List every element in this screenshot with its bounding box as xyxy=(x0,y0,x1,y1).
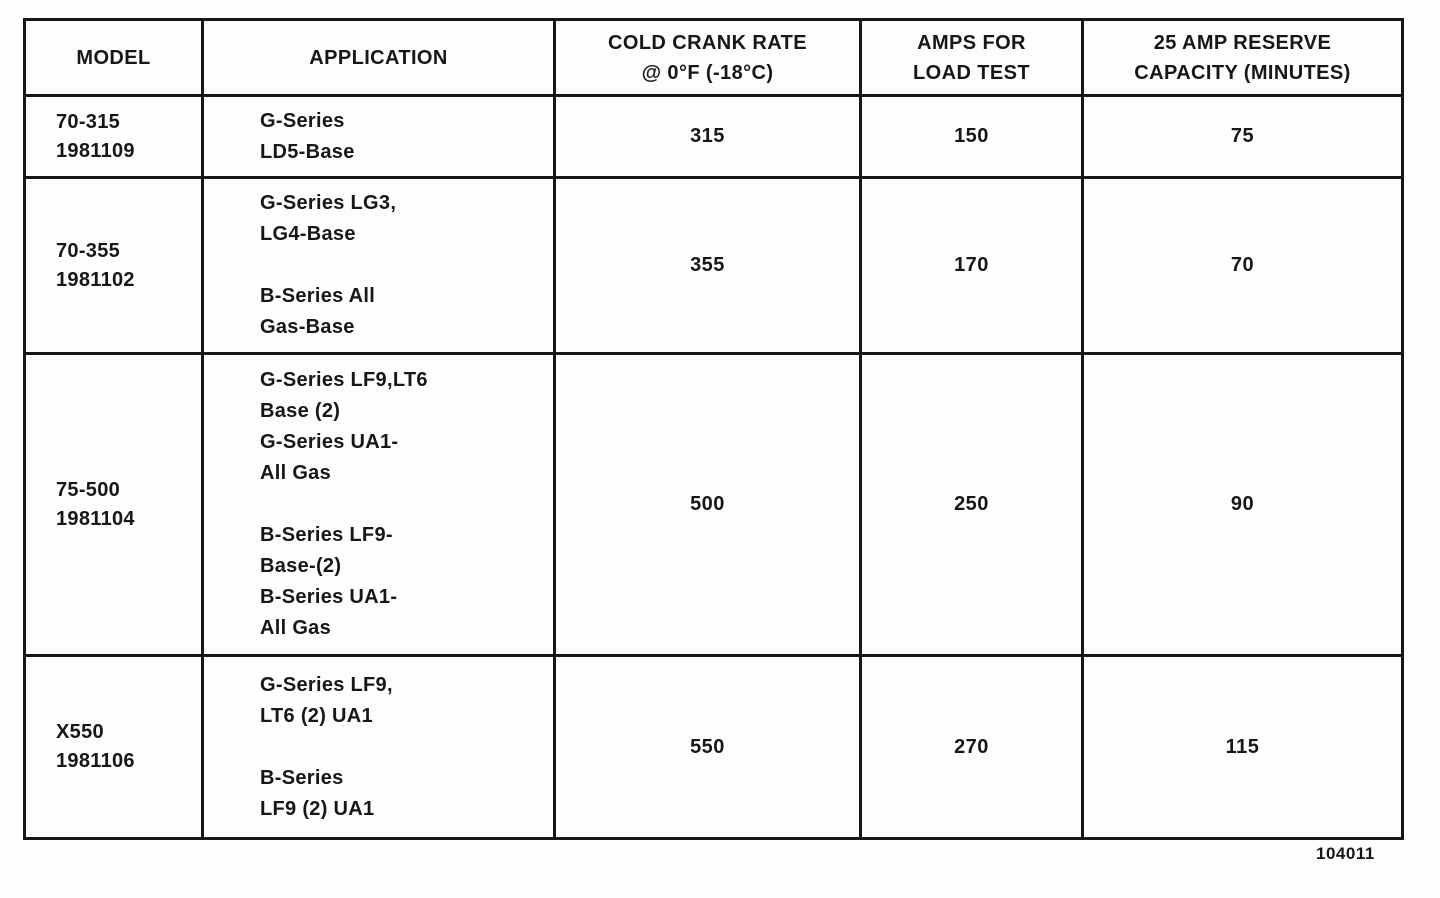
header-model: MODEL xyxy=(23,18,204,97)
application-cell: G-Series LD5-Base xyxy=(201,94,556,179)
reserve-capacity-cell: 90 xyxy=(1081,352,1404,657)
reserve-capacity-cell: 70 xyxy=(1081,176,1404,355)
cold-crank-rate-cell: 355 xyxy=(553,176,862,355)
reserve-capacity-cell: 115 xyxy=(1081,654,1404,840)
table-row: 75-500 1981104 G-Series LF9,LT6 Base (2)… xyxy=(23,352,1404,657)
application-cell: G-Series LF9,LT6 Base (2) G-Series UA1- … xyxy=(201,352,556,657)
model-cell: 70-355 1981102 xyxy=(23,176,204,355)
table-header-row: MODEL APPLICATION COLD CRANK RATE @ 0°F … xyxy=(23,18,1404,97)
application-cell: G-Series LF9, LT6 (2) UA1 B-Series LF9 (… xyxy=(201,654,556,840)
header-application: APPLICATION xyxy=(201,18,556,97)
header-cold-crank-rate: COLD CRANK RATE @ 0°F (-18°C) xyxy=(553,18,862,97)
amps-for-load-test-cell: 170 xyxy=(859,176,1084,355)
model-cell: 70-315 1981109 xyxy=(23,94,204,179)
header-amps-for-load-test: AMPS FOR LOAD TEST xyxy=(859,18,1084,97)
battery-spec-table: MODEL APPLICATION COLD CRANK RATE @ 0°F … xyxy=(23,18,1404,840)
model-cell: X550 1981106 xyxy=(23,654,204,840)
table-row: X550 1981106 G-Series LF9, LT6 (2) UA1 B… xyxy=(23,654,1404,840)
model-cell: 75-500 1981104 xyxy=(23,352,204,657)
amps-for-load-test-cell: 150 xyxy=(859,94,1084,179)
cold-crank-rate-cell: 500 xyxy=(553,352,862,657)
application-cell: G-Series LG3, LG4-Base B-Series All Gas-… xyxy=(201,176,556,355)
amps-for-load-test-cell: 270 xyxy=(859,654,1084,840)
header-reserve-capacity: 25 AMP RESERVE CAPACITY (MINUTES) xyxy=(1081,18,1404,97)
cold-crank-rate-cell: 550 xyxy=(553,654,862,840)
table-row: 70-315 1981109 G-Series LD5-Base 315 150… xyxy=(23,94,1404,179)
figure-number: 104011 xyxy=(1316,844,1375,863)
amps-for-load-test-cell: 250 xyxy=(859,352,1084,657)
cold-crank-rate-cell: 315 xyxy=(553,94,862,179)
table-row: 70-355 1981102 G-Series LG3, LG4-Base B-… xyxy=(23,176,1404,355)
reserve-capacity-cell: 75 xyxy=(1081,94,1404,179)
